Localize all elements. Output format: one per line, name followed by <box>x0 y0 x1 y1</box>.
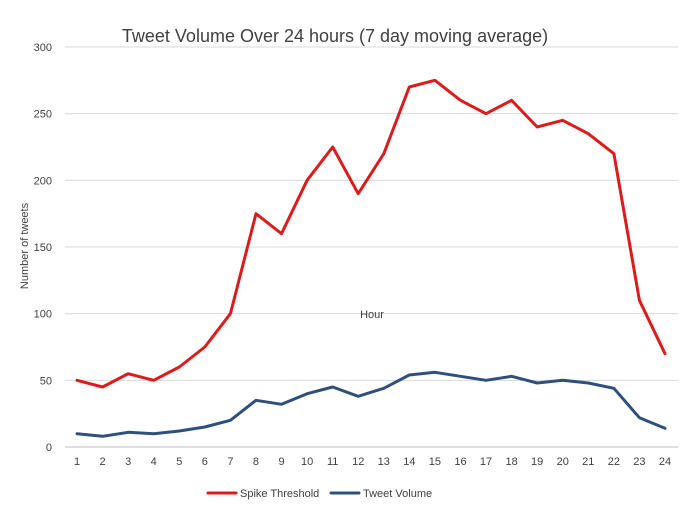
x-tick-label: 14 <box>403 456 415 468</box>
x-tick-label: 21 <box>582 456 594 468</box>
x-tick-label: 17 <box>480 456 492 468</box>
x-tick-label: 19 <box>531 456 543 468</box>
x-tick-label: 1 <box>74 456 80 468</box>
x-tick-label: 2 <box>100 456 106 468</box>
series-line-tweet-volume <box>75 370 667 438</box>
y-axis-title: Number of tweets <box>19 202 31 289</box>
x-tick-label: 16 <box>454 456 466 468</box>
x-tick-label: 10 <box>301 456 313 468</box>
legend-label: Spike Threshold <box>240 488 319 500</box>
legend-label: Tweet Volume <box>363 488 432 500</box>
y-tick-label: 200 <box>34 175 52 187</box>
chart-title: Tweet Volume Over 24 hours (7 day moving… <box>122 26 548 46</box>
x-tick-label: 7 <box>227 456 233 468</box>
series-line-spike-threshold <box>75 78 667 389</box>
x-tick-label: 20 <box>557 456 569 468</box>
x-tick-label: 24 <box>659 456 671 468</box>
x-axis-ticks: 1 2 3 4 5 6 7 8 9 10 11 12 13 14 15 16 17 18 19 20 21 22 23 24 <box>74 456 671 468</box>
x-tick-label: 18 <box>505 456 517 468</box>
x-tick-label: 5 <box>176 456 182 468</box>
y-tick-label: 250 <box>34 109 52 121</box>
x-tick-label: 13 <box>378 456 390 468</box>
x-tick-label: 8 <box>253 456 259 468</box>
y-tick-label: 0 <box>46 442 52 454</box>
x-tick-label: 23 <box>633 456 645 468</box>
x-tick-label: 12 <box>352 456 364 468</box>
x-tick-label: 9 <box>278 456 284 468</box>
x-tick-label: 11 <box>327 456 338 468</box>
x-tick-label: 6 <box>202 456 208 468</box>
y-tick-label: 100 <box>34 309 52 321</box>
x-axis-title: Hour <box>360 309 384 321</box>
x-tick-label: 15 <box>429 456 441 468</box>
series-lines <box>75 78 667 438</box>
y-axis-ticks: 0 50 100 150 200 250 300 <box>34 42 52 454</box>
y-tick-label: 150 <box>34 242 52 254</box>
x-tick-label: 3 <box>125 456 131 468</box>
x-tick-label: 4 <box>151 456 157 468</box>
y-tick-label: 300 <box>34 42 52 54</box>
y-tick-label: 50 <box>40 375 52 387</box>
legend: Spike Threshold Tweet Volume <box>206 488 432 500</box>
x-tick-label: 22 <box>608 456 620 468</box>
gridlines <box>65 46 678 448</box>
